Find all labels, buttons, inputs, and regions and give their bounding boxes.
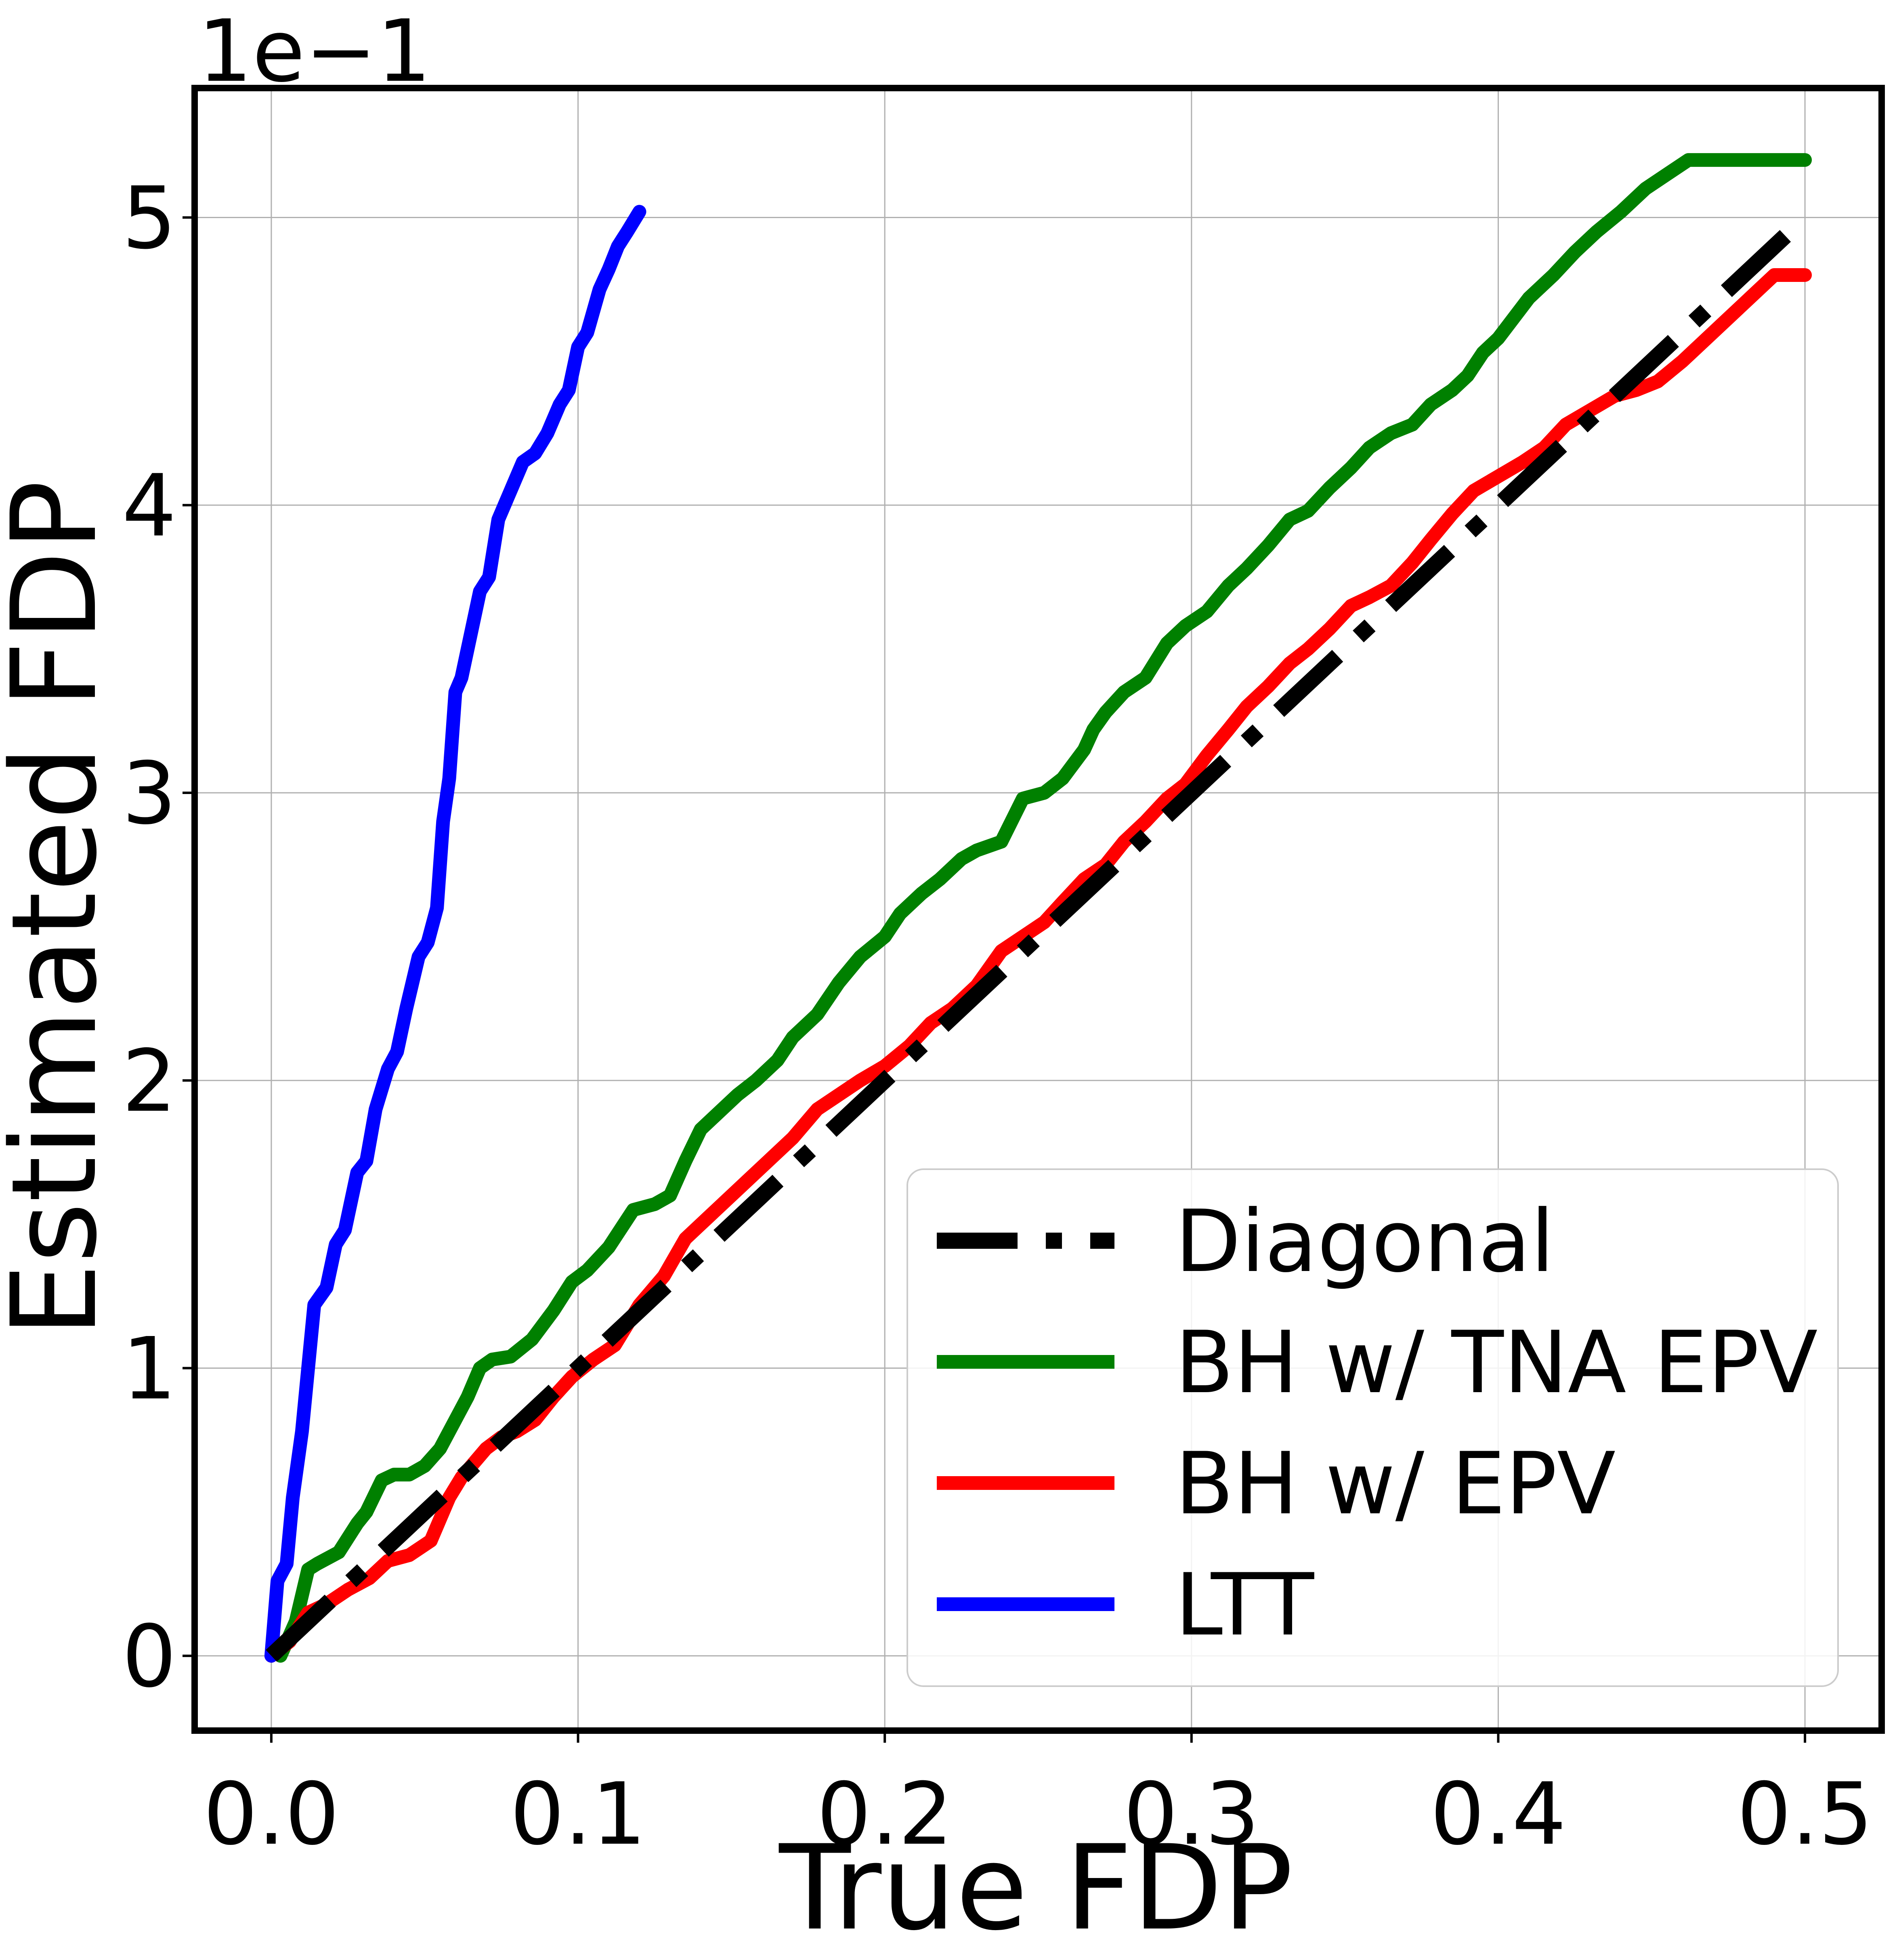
series-line-diagonal	[266, 211, 1811, 1662]
y-tick-label: 5	[122, 168, 176, 268]
legend: Diagonal BH w/ TNA EPV BH w/ EPV LTT	[907, 1168, 1839, 1687]
series-line-bh-w-epv	[264, 268, 1812, 1663]
legend-label-diagonal: Diagonal	[1175, 1191, 1555, 1291]
legend-label-bh-w-tna-epv: BH w/ TNA EPV	[1175, 1313, 1818, 1412]
x-axis: 0.0 0.1 0.2 0.3 0.4 0.5	[203, 1731, 1873, 1864]
x-tick-label: 0.4	[1430, 1764, 1566, 1864]
legend-box	[907, 1168, 1839, 1687]
x-tick-label: 0.3	[1123, 1764, 1259, 1864]
y-tick-label: 0	[122, 1607, 176, 1706]
y-offset-label: 1e−1	[198, 1, 431, 101]
y-tick-label: 1	[122, 1319, 176, 1419]
y-axis-label: Estimated FDP	[0, 480, 123, 1337]
x-axis-label: True FDP	[777, 1820, 1293, 1956]
x-tick-label: 0.5	[1737, 1764, 1873, 1864]
x-tick-label: 0.2	[817, 1764, 953, 1864]
series-line-ltt	[264, 205, 646, 1663]
y-tick-label: 3	[122, 744, 176, 843]
y-tick-label: 2	[122, 1031, 176, 1131]
series-layer	[264, 153, 1812, 1663]
legend-label-ltt: LTT	[1175, 1555, 1315, 1655]
y-tick-label: 4	[122, 456, 176, 556]
plot-frame	[191, 85, 1885, 1734]
x-tick-label: 0.0	[203, 1764, 339, 1864]
series-line-bh-w-tna-epv	[273, 153, 1812, 1663]
legend-label-bh-w-epv: BH w/ EPV	[1175, 1434, 1616, 1534]
y-axis: 0 1 2 3 4 5	[122, 168, 195, 1706]
x-tick-label: 0.1	[510, 1764, 646, 1864]
